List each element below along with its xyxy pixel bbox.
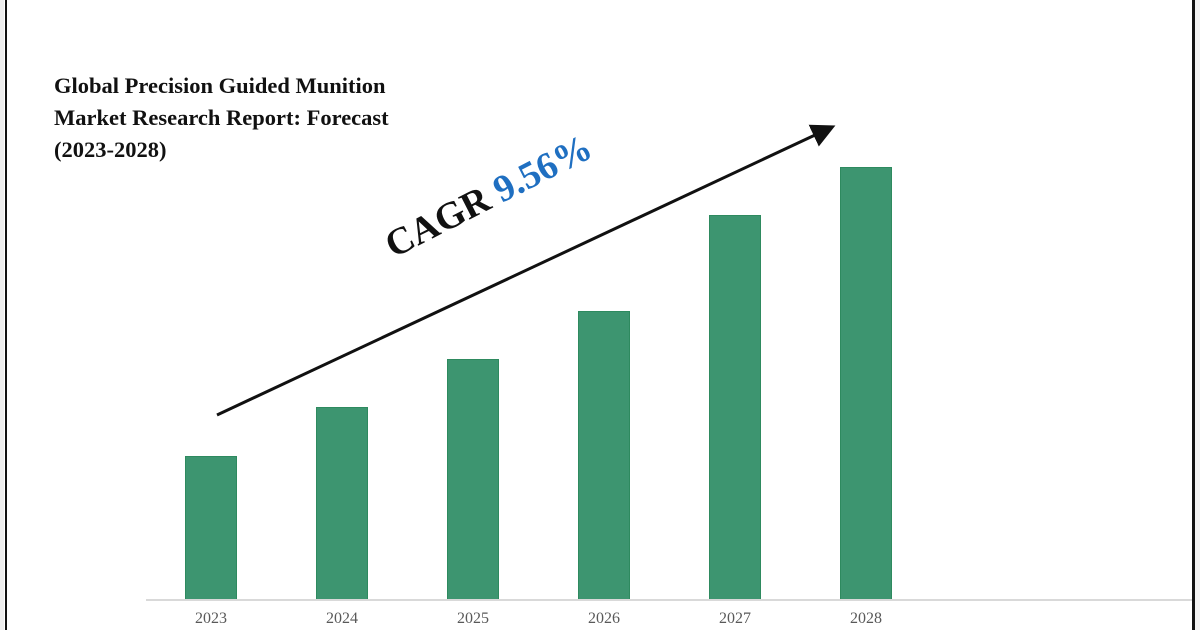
x-axis-label: 2028 <box>850 610 882 627</box>
x-axis-label: 2023 <box>195 610 227 627</box>
chart-title-line-3: (2023-2028) <box>54 137 167 162</box>
x-axis-label: 2027 <box>719 610 751 627</box>
bar-2023 <box>185 456 237 600</box>
chart-title: Global Precision Guided Munition Market … <box>54 70 494 166</box>
x-axis-label: 2026 <box>588 610 620 627</box>
bar-2024 <box>316 407 368 600</box>
frame-strip-right <box>1195 0 1200 630</box>
chart-title-line-1: Global Precision Guided Munition <box>54 73 386 98</box>
x-axis-label: 2025 <box>457 610 489 627</box>
bar-2028 <box>840 167 892 600</box>
bar-2026 <box>578 311 630 600</box>
chart-title-line-2: Market Research Report: Forecast <box>54 105 389 130</box>
frame-border-right <box>1192 0 1195 630</box>
frame-border-left <box>5 0 7 630</box>
bar-2027 <box>709 215 761 600</box>
x-axis-label: 2024 <box>326 610 358 627</box>
frame-strip-left <box>0 0 4 630</box>
x-axis-baseline <box>146 599 1192 601</box>
